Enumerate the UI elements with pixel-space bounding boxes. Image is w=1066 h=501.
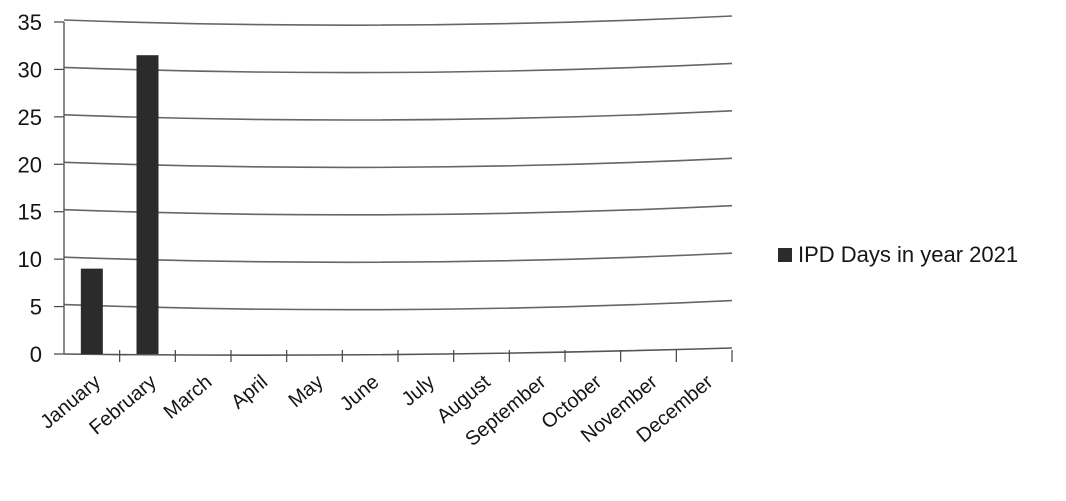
gridline	[63, 252, 733, 264]
legend-label: IPD Days in year 2021	[798, 242, 1018, 267]
x-tick-label: May	[285, 371, 328, 412]
bar-february	[136, 55, 159, 354]
y-tick-label: 30	[18, 57, 42, 82]
y-tick-label: 20	[18, 152, 42, 177]
x-tick-label: April	[227, 371, 272, 414]
gridline	[63, 157, 733, 169]
x-tick-label: July	[398, 371, 439, 411]
gridline	[63, 110, 733, 121]
x-tick-label: June	[336, 371, 383, 416]
legend-swatch	[778, 248, 792, 262]
bar-january	[80, 268, 103, 354]
gridline	[63, 204, 733, 216]
y-tick-label: 0	[30, 342, 42, 367]
gridline	[63, 62, 733, 74]
y-tick-label: 5	[30, 295, 42, 320]
y-tick-label: 10	[18, 247, 42, 272]
y-tick-label: 15	[18, 200, 42, 225]
gridline	[63, 299, 733, 311]
gridline	[63, 15, 733, 26]
y-tick-label: 35	[18, 10, 42, 35]
x-tick-label: March	[160, 371, 217, 424]
y-tick-label: 25	[18, 105, 42, 130]
